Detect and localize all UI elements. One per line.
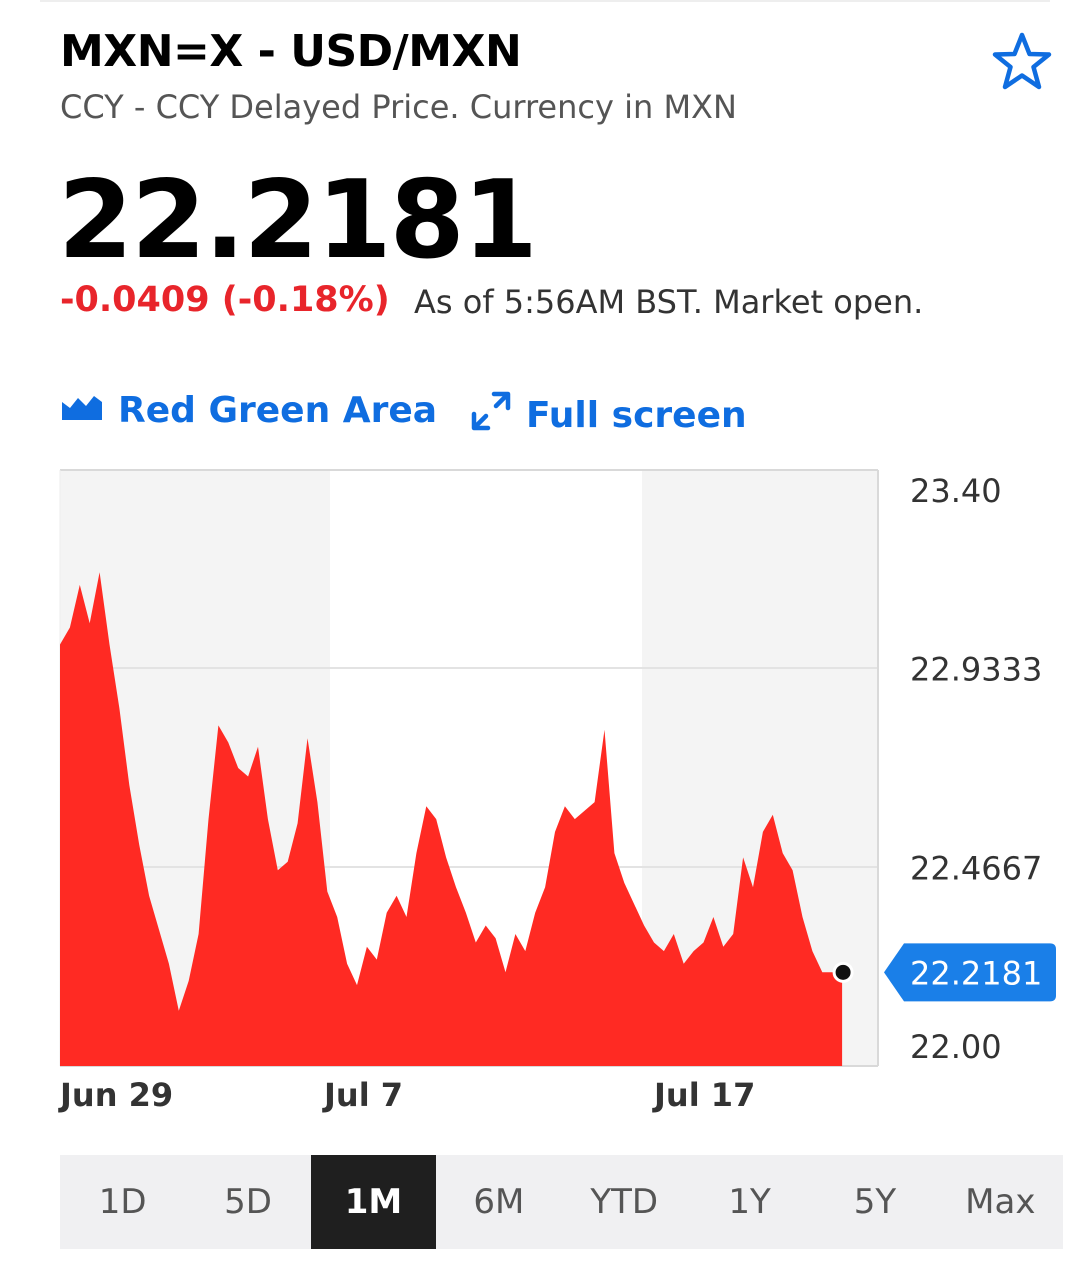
price-chart[interactable]: 23.40 22.9333 22.4667 22.00 Jun 29 Jul 7 Jul … [0,0,1090,1140]
full-screen-label: Full screen [526,395,747,436]
current-price-badge: 22.2181 [884,943,1056,1002]
range-selector: 1D 5D 1M 6M YTD 1Y 5Y Max [60,1155,1063,1249]
range-1y-button[interactable]: 1Y [728,1182,771,1222]
price-change: -0.0409 (-0.18%) [60,280,390,320]
y-axis-tick-label: 22.9333 [910,651,1042,689]
top-divider [40,0,1050,2]
range-5y-button[interactable]: 5Y [853,1182,897,1222]
range-max-button[interactable]: Max [965,1182,1036,1222]
x-axis-tick-label: Jul 7 [322,1076,403,1114]
watchlist-star-icon[interactable] [990,30,1054,94]
y-axis-tick-label: 23.40 [910,472,1002,510]
current-price-badge-label: 22.2181 [910,954,1042,992]
range-ytd-button[interactable]: YTD [590,1182,659,1222]
expand-arrows-icon [470,390,512,441]
as-of-status: As of 5:56AM BST. Market open. [414,283,924,321]
last-price-marker [832,961,854,983]
range-6m-button[interactable]: 6M [473,1182,525,1222]
chart-type-label: Red Green Area [118,390,438,431]
range-5d-button[interactable]: 5D [224,1182,272,1222]
range-1m-button[interactable]: 1M [310,1155,437,1249]
x-axis-tick-label: Jun 29 [58,1076,173,1114]
chart-type-button[interactable]: Red Green Area [60,390,437,431]
y-axis-tick-label: 22.4667 [910,849,1042,887]
y-axis-tick-label: 22.00 [910,1028,1002,1066]
full-screen-button[interactable]: Full screen [470,390,747,441]
ticker-title: MXN=X - USD/MXN [60,26,522,77]
range-1d-button[interactable]: 1D [98,1182,147,1222]
price-area-series [60,572,843,1066]
quote-subtitle: CCY - CCY Delayed Price. Currency in MXN [60,88,737,126]
current-price: 22.2181 [58,158,538,283]
area-chart-icon [60,390,104,431]
x-axis-tick-label: Jul 17 [652,1076,755,1114]
